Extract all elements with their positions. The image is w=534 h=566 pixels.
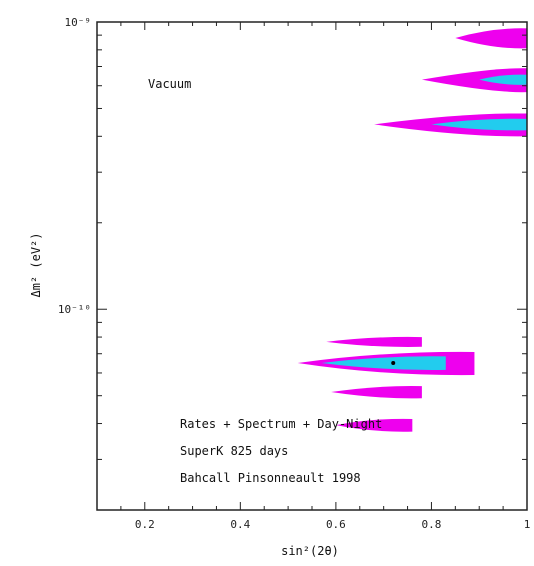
x-tick-label-0: 0.2 (135, 518, 155, 531)
y-tick-label-0: 10⁻⁹ (65, 16, 92, 29)
x-tick-label-1: 0.4 (230, 518, 250, 531)
region-outer-5 (326, 336, 422, 347)
x-axis-title: sin²(2θ) (281, 544, 339, 558)
region-outer-0 (455, 28, 527, 49)
plot-frame (96, 21, 528, 511)
allowed-regions (297, 28, 527, 432)
region-outer-1 (421, 68, 527, 93)
best-fit-point (391, 360, 396, 365)
axis-ticks (96, 21, 528, 511)
region-inner-4 (431, 118, 527, 131)
region-outer-8 (331, 385, 422, 399)
vacuum-label: Vacuum (148, 77, 191, 91)
x-tick-label-4: 1 (524, 518, 531, 531)
y-axis-title: Δm² (eV²) (29, 232, 43, 297)
y-tick-label-1: 10⁻¹⁰ (58, 303, 91, 316)
region-outer-9 (335, 418, 413, 432)
y-tick-labels: 10⁻⁹ 10⁻¹⁰ (58, 16, 91, 316)
x-tick-label-3: 0.8 (422, 518, 442, 531)
annotation-line-1: Rates + Spectrum + Day-Night (180, 417, 382, 431)
region-inner-7 (321, 356, 446, 370)
x-tick-labels: 0.2 0.4 0.6 0.8 1 (135, 518, 530, 531)
region-inner-2 (479, 74, 527, 85)
annotation-line-3: Bahcall Pinsonneault 1998 (180, 471, 361, 485)
annotation-line-2: SuperK 825 days (180, 444, 288, 458)
x-tick-label-2: 0.6 (326, 518, 346, 531)
